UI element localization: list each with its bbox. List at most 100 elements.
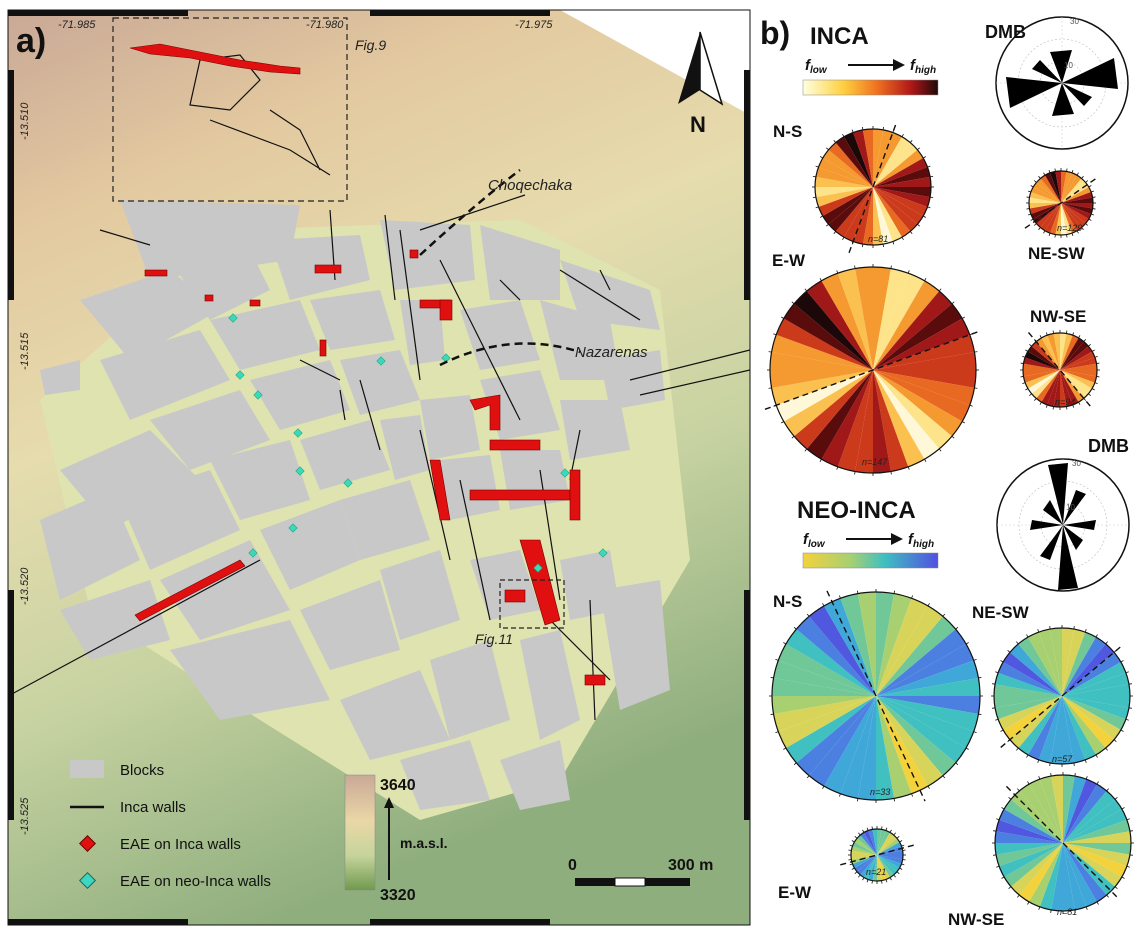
rose-n: n=81: [1057, 907, 1077, 917]
rose-sector: [1061, 203, 1089, 224]
rose-sector: [876, 696, 895, 800]
rose-sector: [1050, 203, 1061, 235]
place-choqechaka: Choqechaka: [488, 177, 572, 194]
dmb-r10: 10: [1064, 61, 1073, 70]
rose-sector: [857, 592, 876, 696]
dmb-r30: 30: [1072, 459, 1081, 468]
elev-min: 3320: [380, 887, 416, 904]
rose-sector: [1023, 357, 1060, 370]
lon-tick: -71.975: [515, 19, 553, 31]
rose-sector: [1030, 187, 1061, 203]
rose-sector: [851, 846, 877, 855]
rose-sector: [828, 187, 873, 232]
rose-inca-nwse: [1020, 330, 1100, 410]
legend-eae-neo: EAE on neo-Inca walls: [120, 873, 271, 890]
rose-sector: [852, 855, 877, 868]
rose-sector: [851, 850, 877, 855]
rose-sector: [873, 318, 970, 370]
rose-sector: [1063, 843, 1122, 887]
rose-sector: [1060, 341, 1089, 370]
rose-sector: [1041, 335, 1060, 370]
rose-sector: [1062, 696, 1096, 760]
lon-tick: -71.980: [306, 19, 344, 31]
neo-fhigh-sub: high: [913, 539, 934, 550]
rose-label: NE-SW: [1028, 244, 1086, 263]
scale-end: 300 m: [668, 857, 713, 874]
rose-sector: [876, 696, 956, 776]
neo-flow-sub: low: [808, 539, 826, 550]
rose-sector: [998, 662, 1062, 696]
rose-sector: [773, 660, 876, 696]
rose-sector: [1061, 171, 1067, 203]
svg-text:flow: flow: [805, 57, 828, 76]
rose-sector: [1062, 684, 1130, 696]
rose-label: E-W: [772, 251, 806, 270]
rose-sector: [860, 855, 877, 878]
rose-sector: [1055, 171, 1061, 203]
rose-sector: [1029, 192, 1061, 203]
neo-colorbar: [802, 552, 939, 569]
rose-sector: [862, 187, 873, 245]
inca-fhigh: f: [910, 57, 917, 74]
inca-colorbar: [802, 79, 939, 96]
rose-sector: [815, 167, 873, 187]
rose-sector: [852, 842, 877, 855]
rose-sector: [995, 696, 1062, 720]
panel-a-label: a): [16, 22, 46, 60]
rose-sector: [876, 598, 928, 696]
rose-sector: [794, 370, 873, 449]
rose-sector: [1025, 370, 1060, 389]
rose-sector: [824, 598, 876, 696]
rose-sector: [868, 855, 877, 881]
rose-sector: [876, 677, 980, 696]
dmb-r10: 10: [1066, 503, 1075, 512]
rose-sector: [876, 660, 979, 696]
eae-neo-layer: [228, 313, 608, 573]
rose-sector: [1063, 843, 1131, 855]
rose-sector: [862, 129, 873, 187]
rose-sector: [876, 644, 974, 696]
rose-sector: [815, 176, 873, 187]
rose-sector: [1061, 203, 1072, 235]
north-arrow-icon: N: [678, 31, 724, 137]
rose-sector: [876, 696, 928, 794]
rose-label: NW-SE: [948, 910, 1004, 929]
rose-inca-ns: [812, 120, 934, 254]
map-frame: [7, 9, 751, 926]
rose-sector: [872, 829, 877, 855]
scale-bar: 0 300 m: [568, 857, 713, 887]
rose-sector: [873, 132, 902, 187]
rose-sector: [1060, 370, 1079, 405]
rose-sector: [873, 303, 963, 370]
rose-sector: [868, 829, 877, 855]
legend-blocks-swatch: [70, 760, 104, 778]
rose-sector: [1062, 696, 1129, 720]
rose-sector: [873, 176, 931, 187]
rose-sector: [771, 334, 873, 370]
rose-sector: [1061, 203, 1082, 231]
rose-sector: [1040, 175, 1061, 203]
rose-sector: [1061, 172, 1077, 203]
lat-tick: -13.515: [19, 332, 31, 370]
rose-sector: [822, 149, 873, 187]
rose-sector: [876, 696, 980, 715]
rose-sector: [1063, 779, 1097, 843]
rose-sector: [873, 352, 976, 370]
rose-sector: [873, 370, 940, 460]
rose-sector: [873, 187, 931, 198]
rose-sector: [1060, 370, 1089, 399]
rose-sector: [877, 842, 902, 855]
rose-sector: [873, 142, 918, 187]
rose-sector: [873, 370, 976, 388]
rose-sector: [1036, 203, 1061, 228]
rose-sector: [873, 187, 884, 245]
rose-label: E-W: [778, 883, 812, 902]
rose-sector: [995, 831, 1063, 843]
fig9-box: [112, 17, 348, 202]
inca-flow: f: [805, 57, 812, 74]
rose-n: n=21: [866, 867, 886, 877]
rose-sector: [1025, 351, 1060, 370]
neo-title: NEO-INCA: [797, 497, 916, 524]
rose-sector: [1060, 337, 1084, 370]
rose-sector: [1003, 696, 1062, 740]
